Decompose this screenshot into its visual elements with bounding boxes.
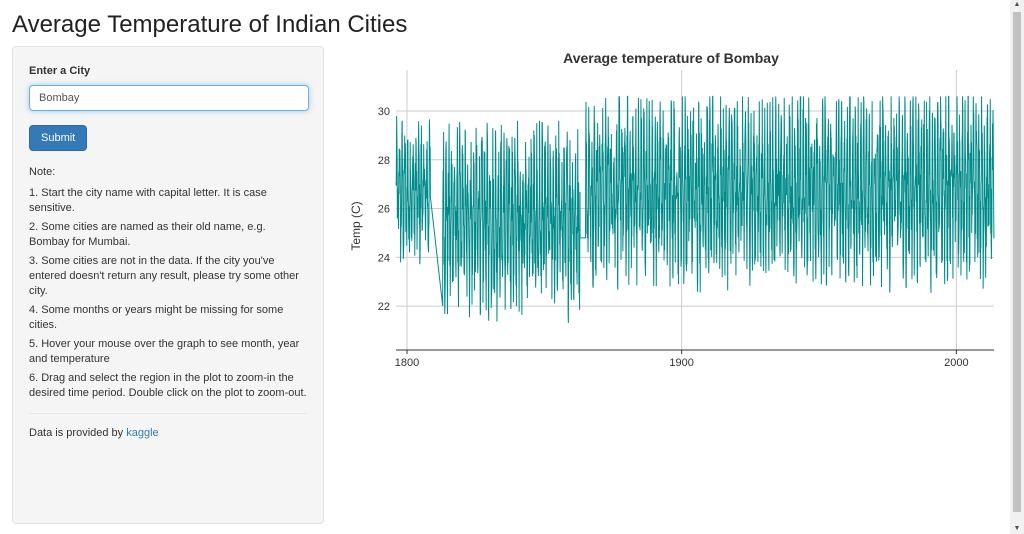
data-source-prefix: Data is provided by (29, 427, 127, 439)
note-item: 3. Some cities are not in the data. If t… (29, 255, 299, 297)
y-tick-label: 26 (378, 204, 390, 216)
y-tick-label: 30 (378, 106, 390, 118)
note-item: 5. Hover your mouse over the graph to se… (29, 338, 300, 365)
temperature-series-line[interactable] (395, 95, 995, 324)
chart-svg[interactable]: Average temperature of Bombay 22 24 26 28 30… (340, 46, 1004, 376)
chart-series[interactable] (395, 95, 995, 324)
temperature-chart[interactable]: Average temperature of Bombay 22 24 26 28 30… (340, 46, 1004, 376)
city-input-label: Enter a City (29, 65, 91, 77)
sidebar-panel: Enter a City Submit Note: 1. Start the c… (12, 46, 324, 524)
data-source-text: Data is provided by kaggle (29, 426, 307, 441)
note-heading: Note: (29, 166, 56, 178)
x-tick-label: 1900 (669, 357, 693, 369)
x-tick-label: 2000 (944, 357, 968, 369)
chart-title: Average temperature of Bombay (563, 50, 779, 66)
kaggle-link[interactable]: kaggle (126, 427, 159, 439)
sidebar-divider (29, 413, 307, 414)
y-tick-label: 28 (378, 155, 390, 167)
note-item: 4. Some months or years might be missing… (29, 304, 284, 331)
scroll-down-arrow-icon[interactable]: ▼ (1013, 525, 1021, 532)
scroll-up-arrow-icon[interactable]: ▲ (1013, 1, 1021, 8)
y-tick-label: 22 (378, 301, 390, 313)
note-item: 1. Start the city name with capital lett… (29, 187, 267, 214)
note-item: 2. Some cities are named as their old na… (29, 221, 266, 248)
chart-axes: 22 24 26 28 30 1800 1900 2000 (378, 106, 994, 369)
y-axis-label: Temp (C) (349, 201, 363, 250)
x-tick-label: 1800 (395, 357, 419, 369)
city-input[interactable] (29, 85, 309, 111)
notes-section: Note: 1. Start the city name with capita… (29, 165, 307, 401)
y-tick-label: 24 (378, 252, 390, 264)
submit-button[interactable]: Submit (29, 125, 88, 151)
page-scrollbar[interactable]: ▲ ▼ (1010, 0, 1024, 534)
note-item: 6. Drag and select the region in the plo… (29, 372, 307, 399)
scrollbar-thumb[interactable] (1013, 12, 1021, 512)
page-title: Average Temperature of Indian Cities (12, 11, 408, 38)
